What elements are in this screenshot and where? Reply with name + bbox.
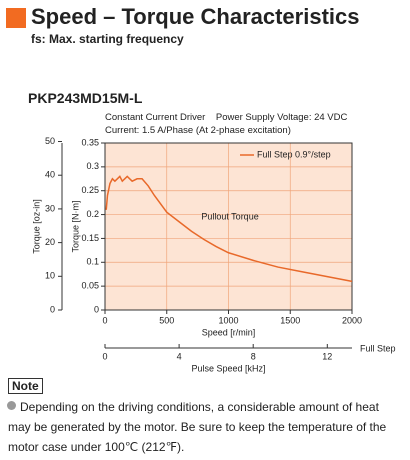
- y2-tick-label: 20: [45, 237, 55, 247]
- x-tick-label: 1500: [280, 315, 300, 325]
- x-tick-label: 500: [159, 315, 174, 325]
- y2-tick-label: 40: [45, 170, 55, 180]
- condition: Current: 1.5 A/Phase (At 2-phase excitat…: [105, 125, 291, 136]
- y-tick-label: 0: [94, 304, 99, 314]
- x2-axis-label: Pulse Speed [kHz]: [191, 363, 265, 373]
- x-tick-label: 1000: [218, 315, 238, 325]
- condition: Constant Current Driver Power Supply Vol…: [105, 112, 348, 123]
- x2-tick-label: 8: [251, 351, 256, 361]
- y2-tick-label: 50: [45, 136, 55, 146]
- y-tick-label: 0.25: [81, 185, 99, 195]
- y-tick-label: 0.35: [81, 137, 99, 147]
- y-tick-label: 0.3: [86, 161, 99, 171]
- y-tick-label: 0.15: [81, 233, 99, 243]
- y-tick-label: 0.05: [81, 281, 99, 291]
- y-tick-label: 0.2: [86, 209, 99, 219]
- annotation: Pullout Torque: [201, 211, 258, 221]
- title-marker: [6, 8, 26, 28]
- x2-note: Full Step: [360, 343, 396, 353]
- y2-tick-label: 10: [45, 271, 55, 281]
- y2-tick-label: 30: [45, 203, 55, 213]
- title: Speed – Torque Characteristics: [31, 4, 360, 29]
- series-line: [105, 175, 353, 283]
- x-tick-label: 0: [102, 315, 107, 325]
- x2-tick-label: 0: [102, 351, 107, 361]
- model: PKP243MD15M-L: [28, 90, 143, 106]
- note-text: Depending on the driving conditions, a c…: [8, 400, 387, 454]
- y2-axis-label: Torque [oz-in]: [31, 199, 41, 254]
- legend-label: Full Step 0.9°/step: [257, 149, 331, 159]
- y-axis-label: Torque [N·m]: [70, 200, 80, 252]
- note-bullet: [7, 401, 16, 410]
- x-axis-label: Speed [r/min]: [202, 327, 256, 337]
- chart: 00.050.10.150.20.250.30.350 500 1000 1500 20…: [31, 136, 396, 373]
- plot-frame: [104, 142, 353, 311]
- y2-tick-label: 0: [50, 304, 55, 314]
- x-tick-label: 2000: [342, 315, 362, 325]
- note-label: Note: [8, 378, 43, 394]
- y-tick-label: 0.1: [86, 257, 99, 267]
- x2-tick-label: 12: [322, 351, 332, 361]
- subtitle: fs: Max. starting frequency: [31, 32, 184, 46]
- x2-tick-label: 4: [177, 351, 182, 361]
